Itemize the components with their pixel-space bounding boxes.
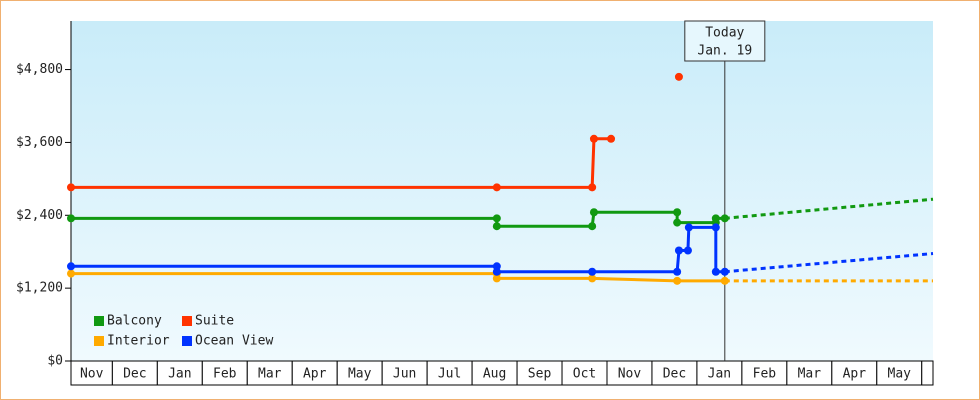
- data-point: [683, 246, 692, 255]
- data-point: [673, 208, 682, 217]
- x-tick-label: Jul: [438, 367, 461, 382]
- x-tick-label: Mar: [258, 367, 282, 382]
- legend-swatch: [182, 316, 192, 326]
- x-tick-label: Jun: [393, 367, 416, 382]
- data-point: [684, 223, 693, 232]
- legend-swatch: [94, 336, 104, 346]
- series-line: [71, 272, 725, 283]
- data-point: [67, 214, 75, 223]
- data-point: [588, 183, 597, 192]
- data-point: [674, 246, 683, 255]
- x-tick-label: Dec: [123, 367, 146, 382]
- y-tick-label: $1,200: [16, 281, 63, 296]
- today-box: [684, 20, 766, 62]
- y-tick-label: $0: [47, 354, 63, 369]
- data-point: [67, 269, 75, 278]
- x-tick-label: May: [888, 367, 912, 382]
- x-tick-label: Nov: [618, 367, 642, 382]
- data-point: [492, 274, 501, 283]
- month-cell: [201, 360, 248, 386]
- month-cell: [111, 360, 158, 386]
- x-tick-label: Jan: [168, 367, 191, 382]
- y-tick-label: $2,400: [16, 208, 63, 223]
- month-cell: [516, 360, 563, 386]
- data-point: [588, 267, 597, 276]
- month-cell: [786, 360, 833, 386]
- data-point: [720, 276, 729, 285]
- legend-label: Interior: [107, 334, 170, 349]
- today-title: Today: [705, 26, 744, 41]
- x-tick-label: Apr: [303, 367, 327, 382]
- month-cell: [246, 360, 293, 386]
- x-tick-label: Feb: [213, 367, 237, 382]
- month-cell: [426, 360, 473, 386]
- data-point: [720, 214, 729, 223]
- month-cell: [651, 360, 698, 386]
- legend-label: Suite: [195, 314, 234, 329]
- x-tick-label: Mar: [798, 367, 822, 382]
- x-tick-label: Feb: [753, 367, 777, 382]
- data-point: [711, 223, 720, 232]
- legend-label: Ocean View: [195, 334, 273, 349]
- data-point: [673, 218, 682, 227]
- data-point: [674, 72, 683, 81]
- x-tick-label: May: [348, 367, 372, 382]
- data-point: [589, 134, 598, 143]
- data-point: [607, 134, 616, 143]
- data-point: [67, 183, 75, 192]
- data-point: [492, 183, 501, 192]
- data-point: [673, 267, 682, 276]
- plot-area: [71, 21, 933, 361]
- data-point: [711, 267, 720, 276]
- x-tick-label: Sep: [528, 367, 552, 382]
- data-point: [589, 208, 598, 217]
- data-point: [711, 214, 720, 223]
- month-cell: [876, 360, 923, 386]
- legend-swatch: [182, 336, 192, 346]
- month-cell: [741, 360, 788, 386]
- data-point: [673, 276, 682, 285]
- data-point: [720, 267, 729, 276]
- data-point: [588, 222, 597, 231]
- x-tick-label: Nov: [80, 367, 104, 382]
- x-tick-label: Apr: [843, 367, 867, 382]
- today-date: Jan. 19: [697, 44, 752, 59]
- data-point: [492, 214, 501, 223]
- y-tick-label: $3,600: [16, 135, 63, 150]
- month-cell: [70, 360, 113, 386]
- month-cell: [921, 360, 934, 386]
- data-point: [492, 262, 501, 271]
- month-cell: [156, 360, 203, 386]
- x-tick-label: Aug: [483, 367, 506, 382]
- data-point: [492, 222, 501, 231]
- data-point: [588, 274, 597, 283]
- y-tick-label: $4,800: [16, 62, 63, 77]
- x-tick-label: Dec: [663, 367, 686, 382]
- legend-label: Balcony: [107, 314, 162, 329]
- x-tick-label: Oct: [573, 367, 596, 382]
- month-cell: [606, 360, 653, 386]
- x-tick-label: Jan: [708, 367, 731, 382]
- month-cell: [291, 360, 338, 386]
- legend-swatch: [94, 316, 104, 326]
- forecast-line: [724, 197, 934, 220]
- forecast-line: [724, 252, 934, 274]
- data-point: [492, 267, 501, 276]
- data-point: [67, 262, 75, 271]
